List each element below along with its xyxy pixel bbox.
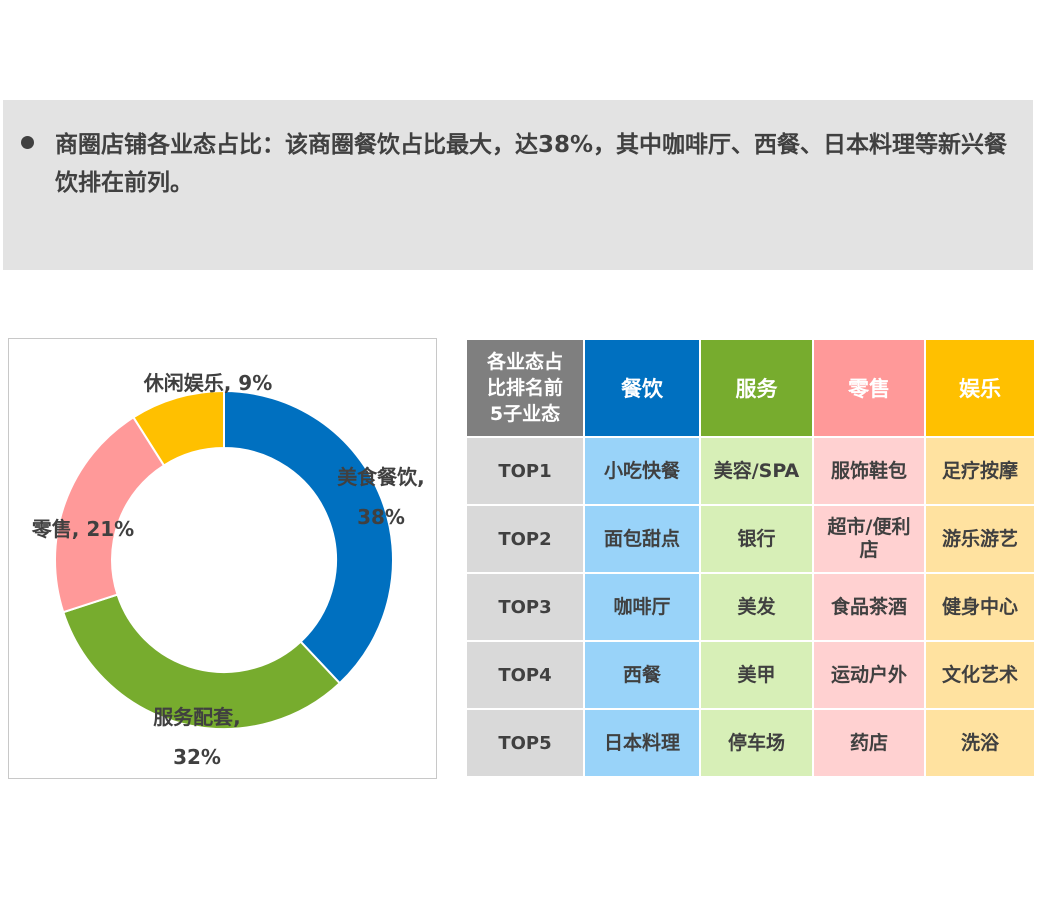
table-row: TOP1 小吃快餐 美容/SPA 服饰鞋包 足疗按摩 — [465, 436, 1036, 506]
header-service: 服务 — [699, 338, 814, 438]
table-cell: 健身中心 — [924, 572, 1036, 642]
table-cell: 美甲 — [699, 640, 814, 710]
slice-value-label: 38% — [357, 505, 405, 529]
table-cell: 美发 — [699, 572, 814, 642]
table-row: TOP2 面包甜点 银行 超市/便利店 游乐游艺 — [465, 504, 1036, 574]
subcategory-ranking-table: 各业态占 比排名前 5子业态 餐饮 服务 零售 娱乐 TOP1 小吃快餐 美容/… — [465, 338, 1036, 778]
table-cell: 西餐 — [583, 640, 701, 710]
table-row: TOP4 西餐 美甲 运动户外 文化艺术 — [465, 640, 1036, 710]
slice-value-label: 32% — [173, 745, 221, 769]
donut-slice — [62, 593, 342, 730]
donut-chart: 美食餐饮, 38% 服务配套, 32% 零售, 21% 休闲娱乐, 9% — [31, 371, 425, 769]
table-cell: 美容/SPA — [699, 436, 814, 506]
rank-label: TOP1 — [465, 436, 585, 506]
table-cell: 药店 — [812, 708, 926, 778]
table-cell: 服饰鞋包 — [812, 436, 926, 506]
header-entertainment: 娱乐 — [924, 338, 1036, 438]
table-cell: 足疗按摩 — [924, 436, 1036, 506]
donut-slice — [54, 415, 166, 614]
table-cell: 洗浴 — [924, 708, 1036, 778]
header-dining: 餐饮 — [583, 338, 701, 438]
corner-line: 5子业态 — [489, 403, 561, 425]
donut-slice — [132, 389, 225, 467]
table-cell: 超市/便利店 — [812, 504, 926, 574]
rank-label: TOP3 — [465, 572, 585, 642]
table-cell: 食品茶酒 — [812, 572, 926, 642]
slice-label: 休闲娱乐, 9% — [143, 371, 273, 395]
header-retail: 零售 — [812, 338, 926, 438]
table-row: TOP3 咖啡厅 美发 食品茶酒 健身中心 — [465, 572, 1036, 642]
table-corner-header: 各业态占 比排名前 5子业态 — [465, 338, 585, 438]
table-row: TOP5 日本料理 停车场 药店 洗浴 — [465, 708, 1036, 778]
table-cell: 运动户外 — [812, 640, 926, 710]
table-cell: 小吃快餐 — [583, 436, 701, 506]
slice-label: 零售, 21% — [31, 517, 134, 541]
table-cell: 咖啡厅 — [583, 572, 701, 642]
rank-label: TOP4 — [465, 640, 585, 710]
table-header-row: 各业态占 比排名前 5子业态 餐饮 服务 零售 娱乐 — [465, 338, 1036, 438]
slice-label: 服务配套, — [153, 705, 241, 729]
table-cell: 日本料理 — [583, 708, 701, 778]
bullet-icon — [21, 136, 34, 149]
rank-label: TOP2 — [465, 504, 585, 574]
table-cell: 银行 — [699, 504, 814, 574]
table-cell: 停车场 — [699, 708, 814, 778]
table-cell: 面包甜点 — [583, 504, 701, 574]
donut-slice — [223, 389, 394, 685]
corner-line: 各业态占 — [486, 351, 563, 373]
slice-label: 美食餐饮, — [337, 465, 425, 489]
summary-text: 商圈店铺各业态占比：该商圈餐饮占比最大，达38%，其中咖啡厅、西餐、日本料理等新… — [55, 132, 1008, 196]
table-cell: 游乐游艺 — [924, 504, 1036, 574]
rank-label: TOP5 — [465, 708, 585, 778]
table-cell: 文化艺术 — [924, 640, 1036, 710]
corner-line: 比排名前 — [486, 377, 563, 399]
summary-box: 商圈店铺各业态占比：该商圈餐饮占比最大，达38%，其中咖啡厅、西餐、日本料理等新… — [3, 100, 1033, 270]
donut-chart-panel: 美食餐饮, 38% 服务配套, 32% 零售, 21% 休闲娱乐, 9% — [8, 338, 437, 779]
